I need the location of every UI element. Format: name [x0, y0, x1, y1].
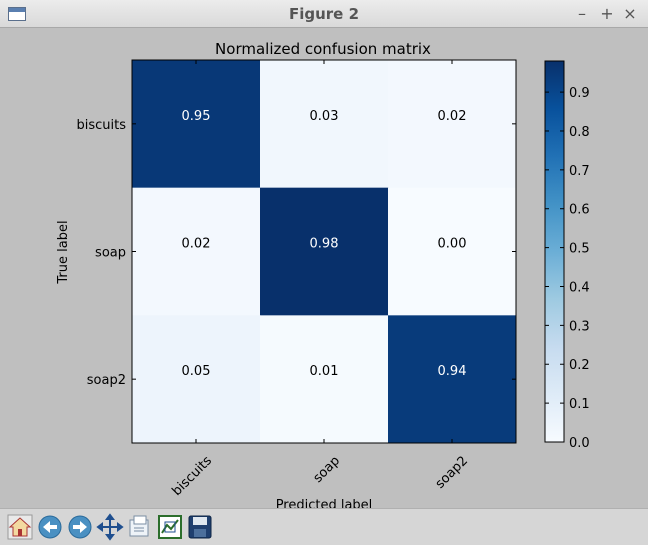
heatmap-cell [388, 187, 517, 316]
cell-value-label: 0.02 [182, 237, 211, 252]
window-title: Figure 2 [288, 5, 360, 23]
heatmap-cell [132, 315, 261, 444]
save-disk-icon[interactable] [186, 513, 214, 541]
figure-canvas[interactable]: Normalized confusion matrix 0.95 0.03 0.02… [5, 28, 643, 508]
x-tick-label: biscuits [169, 453, 215, 499]
cell-value-label: 0.03 [310, 109, 339, 124]
cell-value-label: 0.02 [438, 109, 467, 124]
window-titlebar: Figure 2 – + × [0, 0, 648, 28]
colorbar-tick-label: 0.7 [569, 164, 590, 179]
back-arrow-icon[interactable] [36, 513, 64, 541]
cell-value-label: 0.05 [182, 364, 211, 379]
window-icon [8, 7, 26, 21]
x-tick-label: soap2 [433, 453, 471, 491]
y-tick-label: soap2 [87, 373, 126, 388]
heatmap-cell [388, 315, 517, 444]
cell-value-label: 0.00 [438, 237, 467, 252]
pan-move-icon[interactable] [96, 513, 124, 541]
cell-value-label: 0.94 [438, 364, 467, 379]
maximize-button[interactable]: + [600, 4, 614, 23]
y-tick-label: biscuits [76, 118, 126, 133]
home-icon[interactable] [6, 513, 34, 541]
colorbar [544, 60, 565, 443]
heatmap-cell [260, 315, 389, 444]
colorbar-tick-label: 0.4 [569, 280, 590, 295]
colorbar-tick-label: 0.0 [569, 436, 590, 451]
cell-value-label: 0.98 [310, 237, 339, 252]
minimize-button[interactable]: – [578, 4, 586, 23]
y-tick-label: soap [95, 246, 126, 261]
colorbar-tick-label: 0.2 [569, 358, 590, 373]
navigation-toolbar [0, 508, 648, 545]
cell-value-label: 0.01 [310, 364, 339, 379]
zoom-rect-icon[interactable] [126, 513, 154, 541]
colorbar-tick-label: 0.1 [569, 397, 590, 412]
heatmap-cell [132, 60, 261, 189]
heatmap-cell [132, 187, 261, 316]
configure-subplots-icon[interactable] [156, 513, 184, 541]
x-tick-label: soap [311, 453, 343, 485]
confusion-matrix-chart: Normalized confusion matrix 0.95 0.03 0.02… [56, 40, 590, 508]
close-button[interactable]: × [623, 4, 637, 23]
y-axis-label: True label [56, 220, 71, 284]
colorbar-tick-label: 0.5 [569, 242, 590, 257]
heatmap-cell [260, 60, 389, 189]
forward-arrow-icon[interactable] [66, 513, 94, 541]
x-axis-label: Predicted label [276, 498, 373, 508]
colorbar-tick-label: 0.6 [569, 203, 590, 218]
cell-value-label: 0.95 [182, 109, 211, 124]
heatmap-cell [260, 187, 389, 316]
heatmap-cell [388, 60, 517, 189]
colorbar-tick-label: 0.8 [569, 125, 590, 140]
colorbar-tick-label: 0.9 [569, 86, 590, 101]
colorbar-tick-label: 0.3 [569, 319, 590, 334]
chart-title: Normalized confusion matrix [215, 40, 431, 58]
